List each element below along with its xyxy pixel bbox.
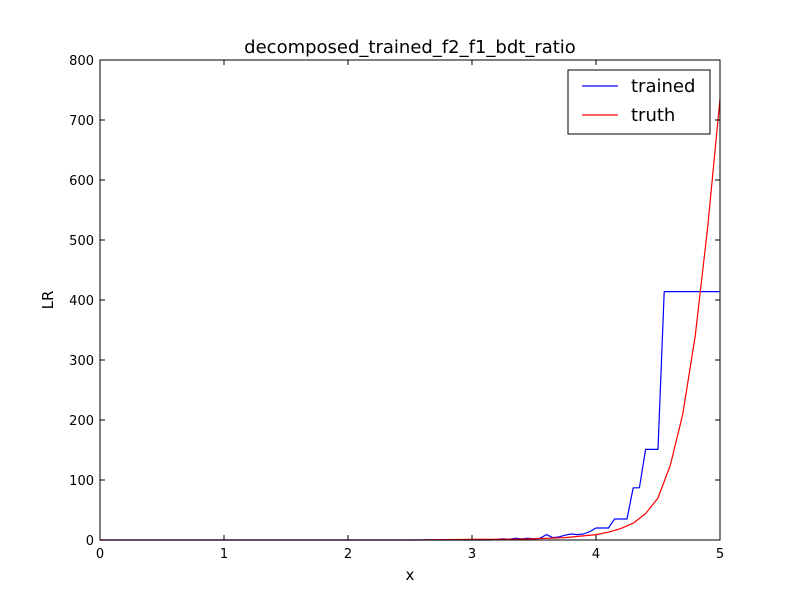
plot-frame [99, 59, 721, 541]
x-tick-label: 2 [344, 547, 352, 562]
plot-area [100, 60, 720, 540]
y-tick-label: 0 [86, 534, 94, 549]
y-tick-label: 300 [69, 354, 94, 369]
y-tick-label: 500 [69, 234, 94, 249]
x-tick-label: 3 [468, 547, 476, 562]
series-line-trained [100, 291, 720, 541]
chart-title: decomposed_trained_f2_f1_bdt_ratio [244, 37, 576, 58]
x-tick-label: 1 [220, 547, 228, 562]
y-tick-label: 800 [69, 54, 94, 69]
legend-label-trained: trained [631, 76, 695, 97]
x-axis-title: x [406, 566, 415, 584]
series-line-truth [100, 98, 721, 541]
y-tick-label: 400 [69, 294, 94, 309]
x-tick-label: 5 [716, 547, 724, 562]
y-tick-label: 100 [69, 474, 94, 489]
legend-box [567, 69, 711, 135]
legend-label-truth: truth [631, 105, 675, 126]
y-axis-title: LR [39, 291, 57, 310]
y-tick-label: 200 [69, 414, 94, 429]
series-layer [100, 98, 721, 541]
legend: trained truth [567, 69, 711, 135]
x-tick-label: 0 [96, 547, 104, 562]
y-tick-label: 700 [69, 114, 94, 129]
x-tick-label: 4 [592, 547, 600, 562]
y-tick-label: 600 [69, 174, 94, 189]
